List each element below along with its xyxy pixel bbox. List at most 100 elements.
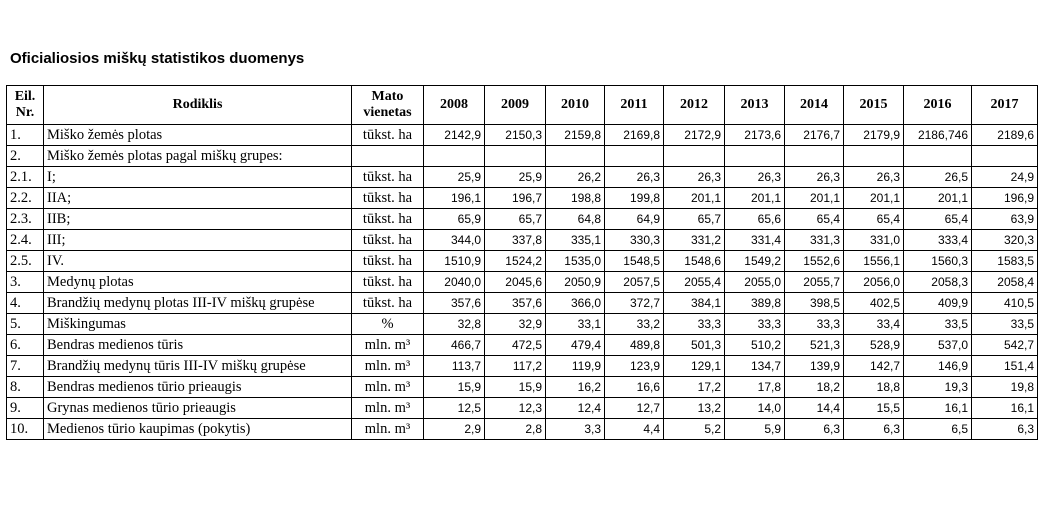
value-cell: 64,9 bbox=[604, 208, 664, 230]
value-cell: 2159,8 bbox=[545, 124, 605, 146]
value-cell: 17,8 bbox=[724, 376, 785, 398]
indicator-name: Bendras medienos tūrio prieaugis bbox=[43, 376, 352, 398]
value-cell: 26,3 bbox=[604, 166, 664, 188]
page-title: Oficialiosios miškų statistikos duomenys bbox=[10, 50, 305, 67]
value-cell: 15,5 bbox=[843, 397, 904, 419]
row-number: 6. bbox=[6, 334, 44, 356]
value-cell: 2058,4 bbox=[971, 271, 1038, 293]
unit-cell: mln. m³ bbox=[351, 418, 424, 440]
value-cell: 196,9 bbox=[971, 187, 1038, 209]
value-cell: 201,1 bbox=[784, 187, 844, 209]
value-cell: 466,7 bbox=[423, 334, 485, 356]
value-cell: 16,1 bbox=[971, 397, 1038, 419]
row-number: 2.4. bbox=[6, 229, 44, 251]
value-cell: 1556,1 bbox=[843, 250, 904, 272]
value-cell: 12,4 bbox=[545, 397, 605, 419]
value-cell: 5,2 bbox=[663, 418, 725, 440]
value-cell: 2189,6 bbox=[971, 124, 1038, 146]
indicator-name: IIB; bbox=[43, 208, 352, 230]
header-year: 2017 bbox=[971, 85, 1038, 125]
value-cell: 5,9 bbox=[724, 418, 785, 440]
value-cell: 33,3 bbox=[784, 313, 844, 335]
unit-cell: tūkst. ha bbox=[351, 166, 424, 188]
value-cell: 521,3 bbox=[784, 334, 844, 356]
value-cell: 4,4 bbox=[604, 418, 664, 440]
value-cell: 12,5 bbox=[423, 397, 485, 419]
value-cell: 6,3 bbox=[784, 418, 844, 440]
value-cell: 129,1 bbox=[663, 355, 725, 377]
value-cell: 2056,0 bbox=[843, 271, 904, 293]
table-row: 2.5. IV. tūkst. ha 1510,9 1524,2 1535,0 1548,5… bbox=[6, 250, 1038, 272]
value-cell: 410,5 bbox=[971, 292, 1038, 314]
value-cell: 542,7 bbox=[971, 334, 1038, 356]
value-cell: 26,5 bbox=[903, 166, 972, 188]
value-cell: 1552,6 bbox=[784, 250, 844, 272]
header-unit: Mato vienetas bbox=[351, 85, 424, 125]
value-cell: 331,0 bbox=[843, 229, 904, 251]
value-cell: 201,1 bbox=[843, 187, 904, 209]
value-cell: 1524,2 bbox=[484, 250, 546, 272]
value-cell: 2173,6 bbox=[724, 124, 785, 146]
table-row: 9. Grynas medienos tūrio prieaugis mln. m³… bbox=[6, 397, 1038, 419]
row-number: 3. bbox=[6, 271, 44, 293]
value-cell bbox=[604, 145, 664, 167]
header-year: 2010 bbox=[545, 85, 605, 125]
table-row: 10. Medienos tūrio kaupimas (pokytis) mln.… bbox=[6, 418, 1038, 440]
value-cell: 501,3 bbox=[663, 334, 725, 356]
value-cell: 33,3 bbox=[663, 313, 725, 335]
value-cell: 65,4 bbox=[903, 208, 972, 230]
value-cell: 134,7 bbox=[724, 355, 785, 377]
indicator-name: IIA; bbox=[43, 187, 352, 209]
value-cell bbox=[903, 145, 972, 167]
value-cell: 25,9 bbox=[484, 166, 546, 188]
value-cell: 2150,3 bbox=[484, 124, 546, 146]
value-cell: 510,2 bbox=[724, 334, 785, 356]
header-year: 2013 bbox=[724, 85, 785, 125]
row-number: 10. bbox=[6, 418, 44, 440]
value-cell: 196,1 bbox=[423, 187, 485, 209]
value-cell: 2179,9 bbox=[843, 124, 904, 146]
value-cell: 14,0 bbox=[724, 397, 785, 419]
value-cell: 331,2 bbox=[663, 229, 725, 251]
value-cell: 33,4 bbox=[843, 313, 904, 335]
unit-cell: tūkst. ha bbox=[351, 292, 424, 314]
header-year: 2009 bbox=[484, 85, 546, 125]
unit-cell: tūkst. ha bbox=[351, 124, 424, 146]
value-cell: 113,7 bbox=[423, 355, 485, 377]
header-year: 2014 bbox=[784, 85, 844, 125]
value-cell: 25,9 bbox=[423, 166, 485, 188]
header-year: 2008 bbox=[423, 85, 485, 125]
value-cell: 6,5 bbox=[903, 418, 972, 440]
indicator-name: Grynas medienos tūrio prieaugis bbox=[43, 397, 352, 419]
value-cell: 389,8 bbox=[724, 292, 785, 314]
value-cell: 201,1 bbox=[903, 187, 972, 209]
value-cell: 18,2 bbox=[784, 376, 844, 398]
value-cell bbox=[423, 145, 485, 167]
table-row: 7. Brandžių medynų tūris III-IV miškų gru… bbox=[6, 355, 1038, 377]
value-cell: 13,2 bbox=[663, 397, 725, 419]
value-cell: 2,9 bbox=[423, 418, 485, 440]
value-cell: 123,9 bbox=[604, 355, 664, 377]
value-cell: 6,3 bbox=[971, 418, 1038, 440]
value-cell: 331,4 bbox=[724, 229, 785, 251]
value-cell: 344,0 bbox=[423, 229, 485, 251]
value-cell: 1548,5 bbox=[604, 250, 664, 272]
forest-statistics-table: Eil. Nr. Rodiklis Mato vienetas 2008 200… bbox=[6, 85, 1038, 440]
value-cell: 15,9 bbox=[423, 376, 485, 398]
value-cell: 65,7 bbox=[484, 208, 546, 230]
header-year: 2011 bbox=[604, 85, 664, 125]
header-year: 2012 bbox=[663, 85, 725, 125]
header-year: 2015 bbox=[843, 85, 904, 125]
table-row: 4. Brandžių medynų plotas III-IV miškų gr… bbox=[6, 292, 1038, 314]
value-cell bbox=[971, 145, 1038, 167]
value-cell: 366,0 bbox=[545, 292, 605, 314]
unit-cell: mln. m³ bbox=[351, 376, 424, 398]
value-cell: 2055,7 bbox=[784, 271, 844, 293]
table-row: 2.3. IIB; tūkst. ha 65,9 65,7 64,8 64,9 65,7 65,… bbox=[6, 208, 1038, 230]
value-cell: 1548,6 bbox=[663, 250, 725, 272]
value-cell bbox=[484, 145, 546, 167]
value-cell: 1510,9 bbox=[423, 250, 485, 272]
value-cell: 64,8 bbox=[545, 208, 605, 230]
value-cell: 65,9 bbox=[423, 208, 485, 230]
header-row: Eil. Nr. Rodiklis Mato vienetas 2008 200… bbox=[6, 85, 1038, 125]
